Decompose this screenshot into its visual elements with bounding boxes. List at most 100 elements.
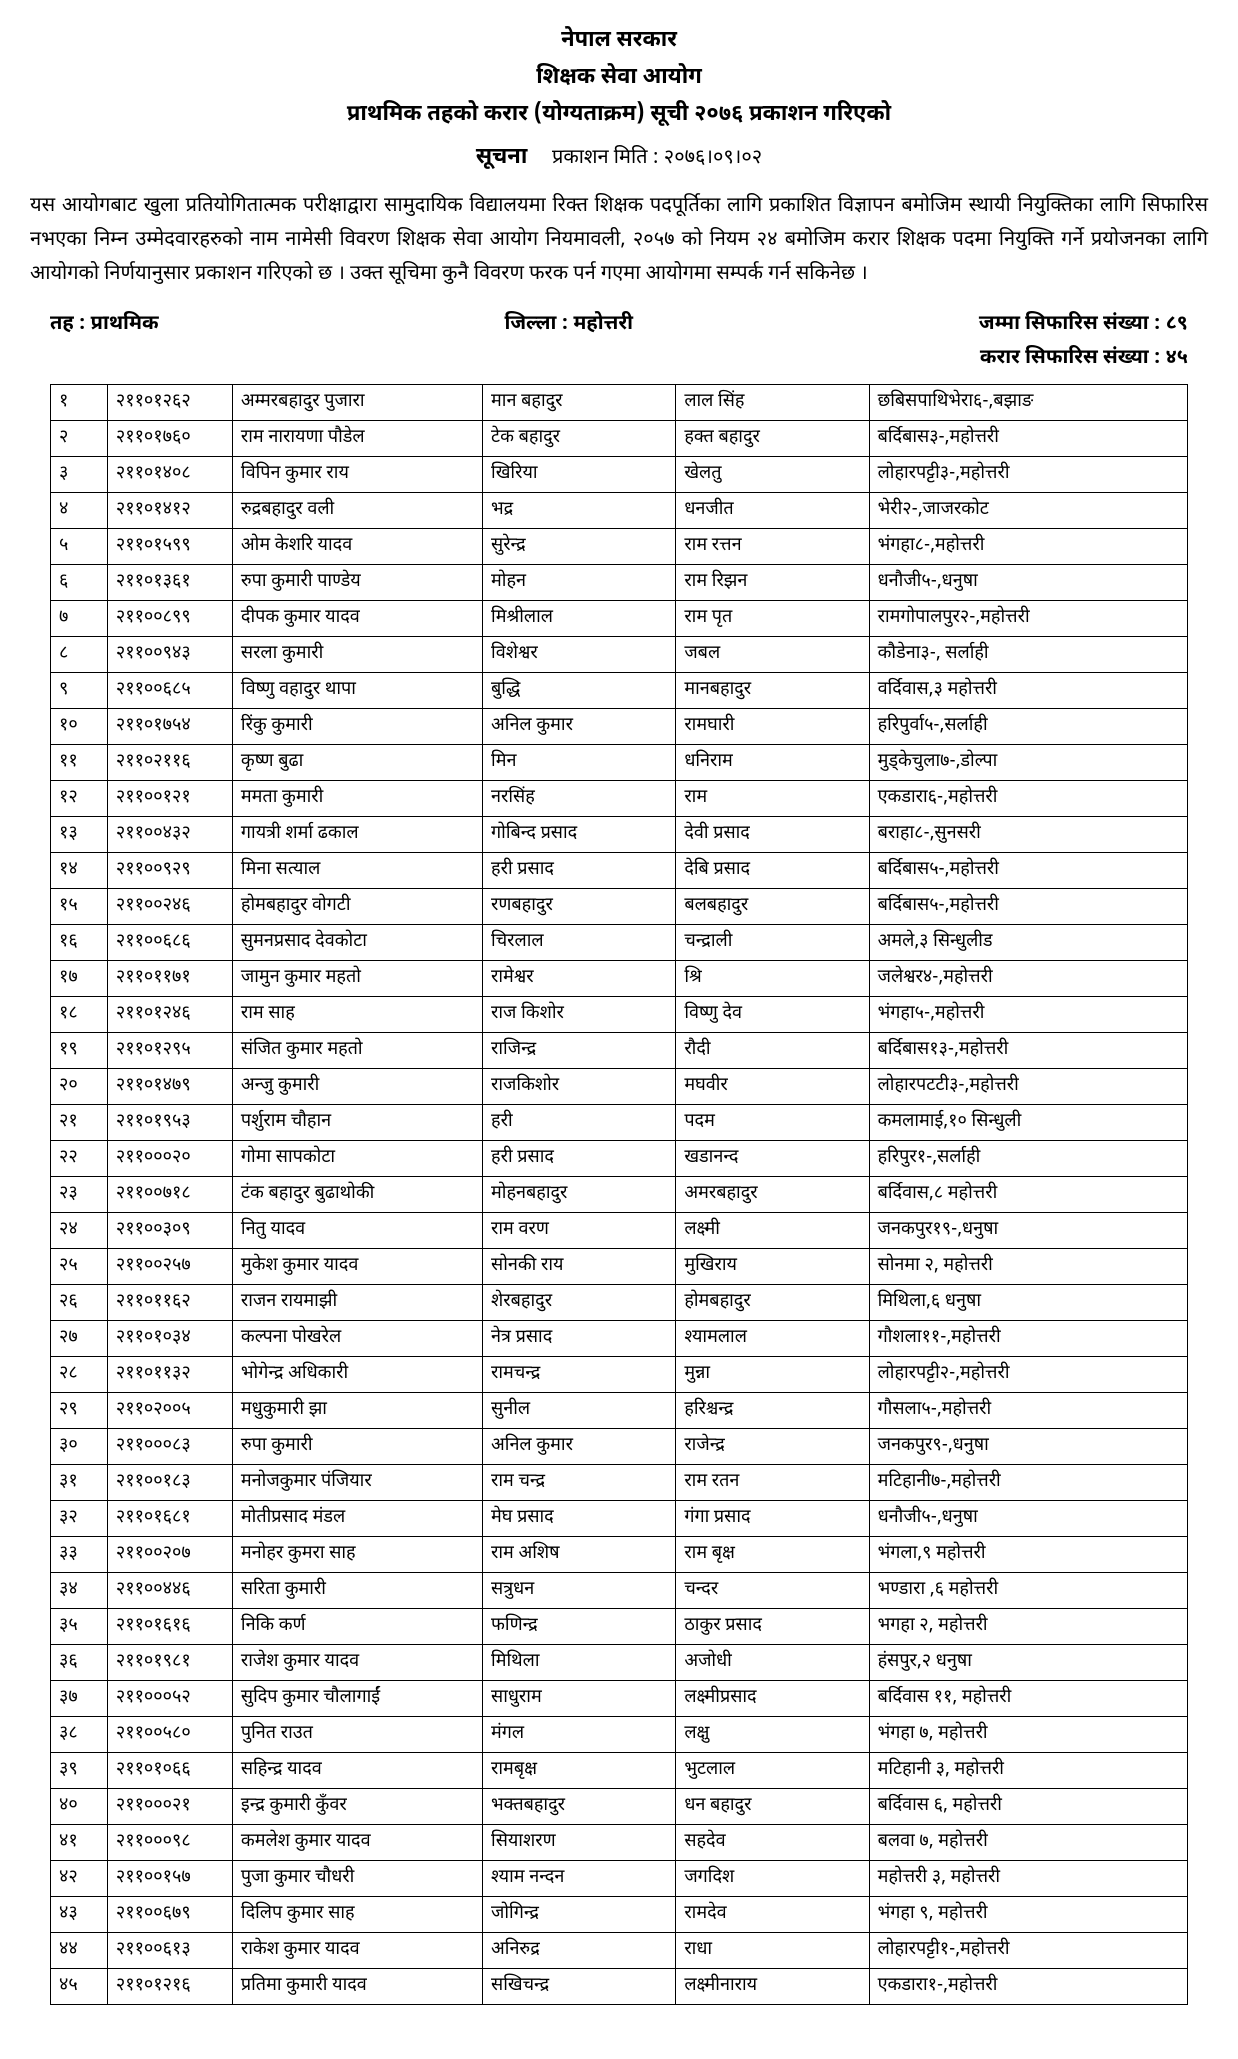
cell-roll: २११०००९८ [107, 1825, 232, 1861]
cell-roll: २११००६७९ [107, 1897, 232, 1933]
cell-addr: एकडारा१-,महोत्तरी [869, 1969, 1187, 2005]
cell-gf: चन्द्राली [676, 925, 869, 961]
cell-sn: ५ [51, 529, 108, 565]
cell-name: अम्मरबहादुर पुजारा [232, 385, 482, 421]
cell-sn: १३ [51, 817, 108, 853]
meta-level: तह : प्राथमिक [50, 310, 159, 340]
cell-gf: राम रिझन [676, 565, 869, 601]
cell-gf: लाल सिंह [676, 385, 869, 421]
cell-sn: २४ [51, 1213, 108, 1249]
table-row: ३२२११०१६८१मोतीप्रसाद मंडलमेघ प्रसादगंगा … [51, 1501, 1188, 1537]
cell-name: कमलेश कुमार यादव [232, 1825, 482, 1861]
cell-addr: जनकपुर९-,धनुषा [869, 1429, 1187, 1465]
cell-name: गोमा सापकोटा [232, 1141, 482, 1177]
cell-roll: २११००५८० [107, 1717, 232, 1753]
notice-row: सूचना प्रकाशन मिति : २०७६।०९।०२ [476, 141, 762, 174]
table-row: ३५२११०१६१६निकि कर्णफणिन्द्रठाकुर प्रसादभ… [51, 1609, 1188, 1645]
cell-gf: गंगा प्रसाद [676, 1501, 869, 1537]
cell-sn: १ [51, 385, 108, 421]
cell-roll: २११०११६२ [107, 1285, 232, 1321]
notice-label: सूचना [476, 143, 527, 172]
cell-name: प्रतिमा कुमारी यादव [232, 1969, 482, 2005]
cell-addr: बलवा ७, महोत्तरी [869, 1825, 1187, 1861]
cell-sn: ३३ [51, 1537, 108, 1573]
cell-roll: २११००९२९ [107, 853, 232, 889]
cell-name: पुजा कुमार चौधरी [232, 1861, 482, 1897]
table-row: ४१२११०००९८कमलेश कुमार यादवसियाशरणसहदेवबल… [51, 1825, 1188, 1861]
cell-father: मिश्रीलाल [483, 601, 676, 637]
cell-gf: ठाकुर प्रसाद [676, 1609, 869, 1645]
cell-sn: १९ [51, 1033, 108, 1069]
cell-sn: २७ [51, 1321, 108, 1357]
cell-addr: सोनमा २, महोत्तरी [869, 1249, 1187, 1285]
table-row: २४२११००३०९नितु यादवराम वरणलक्ष्मीजनकपुर१… [51, 1213, 1188, 1249]
cell-gf: श्यामलाल [676, 1321, 869, 1357]
cell-roll: २११०११३२ [107, 1357, 232, 1393]
cell-father: फणिन्द्र [483, 1609, 676, 1645]
cell-sn: २० [51, 1069, 108, 1105]
cell-addr: लोहारपट्टी३-,महोत्तरी [869, 457, 1187, 493]
cell-roll: २११०१५९९ [107, 529, 232, 565]
cell-gf: खडानन्द [676, 1141, 869, 1177]
cell-sn: २१ [51, 1105, 108, 1141]
cell-addr: वर्दिवास,३ महोत्तरी [869, 673, 1187, 709]
cell-name: टंक बहादुर बुढाथोकी [232, 1177, 482, 1213]
cell-father: गोबिन्द प्रसाद [483, 817, 676, 853]
cell-gf: राम रतन [676, 1465, 869, 1501]
cell-name: अन्जु कुमारी [232, 1069, 482, 1105]
cell-father: रामबृक्ष [483, 1753, 676, 1789]
cell-father: जोगिन्द्र [483, 1897, 676, 1933]
cell-name: नितु यादव [232, 1213, 482, 1249]
cell-roll: २११०००५२ [107, 1681, 232, 1717]
cell-addr: बर्दिबास३-,महोत्तरी [869, 421, 1187, 457]
cell-sn: ४५ [51, 1969, 108, 2005]
cell-father: श्याम नन्दन [483, 1861, 676, 1897]
cell-roll: २११०१४०८ [107, 457, 232, 493]
cell-gf: भुटलाल [676, 1753, 869, 1789]
table-row: १८२११०१२४६राम साहराज किशोरविष्णु देवभंगह… [51, 997, 1188, 1033]
table-row: ३७२११०००५२सुदिप कुमार चौलागाईंसाधुरामलक्… [51, 1681, 1188, 1717]
cell-gf: धनजीत [676, 493, 869, 529]
cell-sn: २९ [51, 1393, 108, 1429]
cell-father: रामेश्वर [483, 961, 676, 997]
table-row: १४२११००९२९मिना सत्यालहरी प्रसाददेबि प्रस… [51, 853, 1188, 889]
cell-sn: ४० [51, 1789, 108, 1825]
table-row: २३२११००७१८टंक बहादुर बुढाथोकीमोहनबहादुरअ… [51, 1177, 1188, 1213]
cell-sn: ६ [51, 565, 108, 601]
cell-father: राम चन्द्र [483, 1465, 676, 1501]
table-row: ३०२११०००८३रुपा कुमारीअनिल कुमारराजेन्द्र… [51, 1429, 1188, 1465]
cell-sn: ९ [51, 673, 108, 709]
cell-addr: हरिपुर्वा५-,सर्लाही [869, 709, 1187, 745]
cell-gf: सहदेव [676, 1825, 869, 1861]
cell-gf: राजेन्द्र [676, 1429, 869, 1465]
cell-name: मोतीप्रसाद मंडल [232, 1501, 482, 1537]
cell-roll: २११००६८५ [107, 673, 232, 709]
cell-gf: खेलतु [676, 457, 869, 493]
cell-father: मिथिला [483, 1645, 676, 1681]
cell-addr: अमले,३ सिन्धुलीड [869, 925, 1187, 961]
cell-roll: २११०१३६१ [107, 565, 232, 601]
cell-gf: बलबहादुर [676, 889, 869, 925]
cell-addr: महोत्तरी ३, महोत्तरी [869, 1861, 1187, 1897]
commission-line: शिक्षक सेवा आयोग [30, 61, 1208, 94]
gov-line: नेपाल सरकार [30, 24, 1208, 57]
cell-gf: श्रि [676, 961, 869, 997]
cell-father: रणबहादुर [483, 889, 676, 925]
cell-addr: बर्दिबास१३-,महोत्तरी [869, 1033, 1187, 1069]
cell-name: भोगेन्द्र अधिकारी [232, 1357, 482, 1393]
table-row: १९२११०१२९५संजित कुमार महतोराजिन्द्ररौदीब… [51, 1033, 1188, 1069]
table-row: ९२११००६८५विष्णु वहादुर थापाबुद्धिमानबहाद… [51, 673, 1188, 709]
cell-sn: ३७ [51, 1681, 108, 1717]
cell-father: सत्रुधन [483, 1573, 676, 1609]
cell-sn: ४१ [51, 1825, 108, 1861]
cell-father: मान बहादुर [483, 385, 676, 421]
meta-total-recommend: जम्मा सिफारिस संख्या : ८९ [979, 310, 1188, 340]
cell-addr: भंगहा८-,महोत्तरी [869, 529, 1187, 565]
cell-sn: ७ [51, 601, 108, 637]
table-row: ३८२११००५८०पुनित राउतमंगललक्षुभंगहा ७, मह… [51, 1717, 1188, 1753]
cell-sn: ४३ [51, 1897, 108, 1933]
cell-roll: २११०१०६६ [107, 1753, 232, 1789]
cell-addr: मिथिला,६ धनुषा [869, 1285, 1187, 1321]
table-row: १३२११००४३२गायत्री शर्मा ढकालगोबिन्द प्रस… [51, 817, 1188, 853]
cell-father: मेघ प्रसाद [483, 1501, 676, 1537]
